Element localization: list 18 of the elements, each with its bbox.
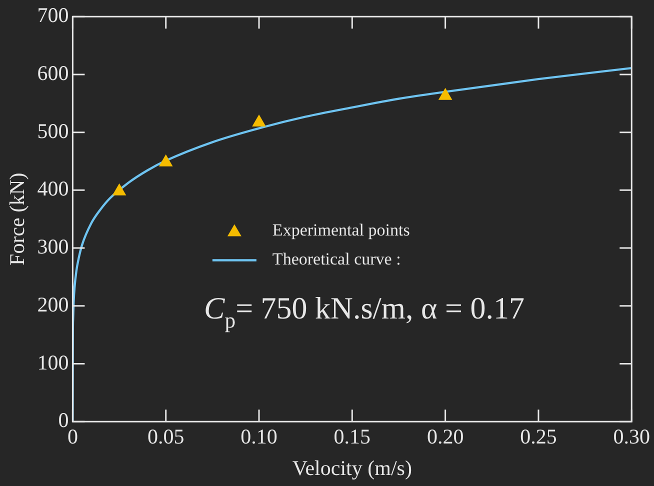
x-tick-label: 0.10	[240, 424, 278, 449]
y-axis-title: Force (kN)	[5, 172, 30, 266]
legend-label: Experimental points	[272, 220, 410, 240]
x-tick-label: 0.20	[426, 424, 464, 449]
x-tick-label: 0.05	[147, 424, 184, 449]
y-tick-label: 500	[37, 118, 69, 143]
x-tick-label: 0.25	[520, 424, 557, 449]
y-tick-label: 700	[37, 3, 69, 28]
y-tick-label: 400	[37, 176, 69, 201]
x-tick-label: 0.15	[334, 424, 371, 449]
x-tick-label: 0.30	[613, 424, 650, 449]
x-axis-title: Velocity (m/s)	[292, 456, 412, 480]
y-tick-label: 100	[37, 350, 69, 374]
legend-label: Theoretical curve :	[272, 250, 401, 269]
y-tick-label: 0	[58, 408, 69, 432]
y-tick-label: 300	[37, 234, 69, 259]
y-tick-label: 600	[37, 60, 69, 85]
y-tick-label: 200	[37, 292, 69, 316]
